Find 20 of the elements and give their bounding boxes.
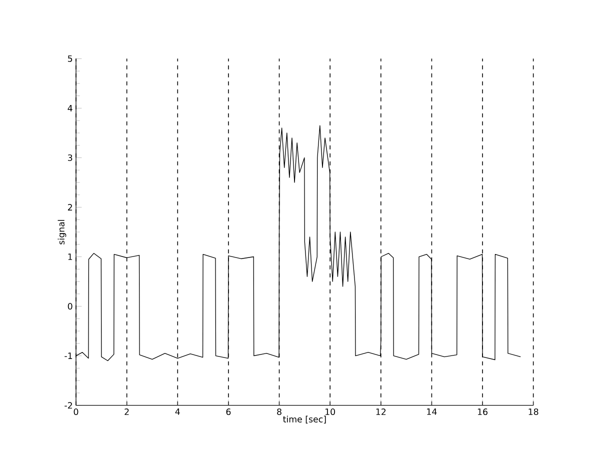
x-tick-label: 10: [326, 408, 336, 416]
y-tick-label: 0: [68, 303, 72, 310]
y-axis-title: signal: [58, 220, 66, 244]
x-axis-title: time [sec]: [283, 416, 326, 424]
y-tick-label: -2: [64, 402, 72, 409]
y-tick-label: 5: [68, 55, 72, 62]
x-tick-label: 4: [175, 408, 180, 415]
x-tick-label: 14: [427, 408, 437, 415]
x-tick-label: 18: [528, 408, 538, 416]
y-tick-label: 2: [68, 204, 72, 210]
x-tick-label: 6: [226, 408, 231, 416]
y-tick-label: 3: [68, 154, 72, 161]
x-tick-label: 12: [376, 408, 386, 415]
x-tick-label: 2: [124, 408, 129, 415]
y-tick-label: -1: [64, 352, 72, 359]
y-tick-label: 4: [68, 105, 72, 112]
x-tick-label: 16: [478, 408, 488, 416]
x-tick-label: 8: [277, 408, 282, 416]
x-tick-label: 0: [74, 408, 78, 416]
y-tick-label: 1: [68, 254, 72, 260]
